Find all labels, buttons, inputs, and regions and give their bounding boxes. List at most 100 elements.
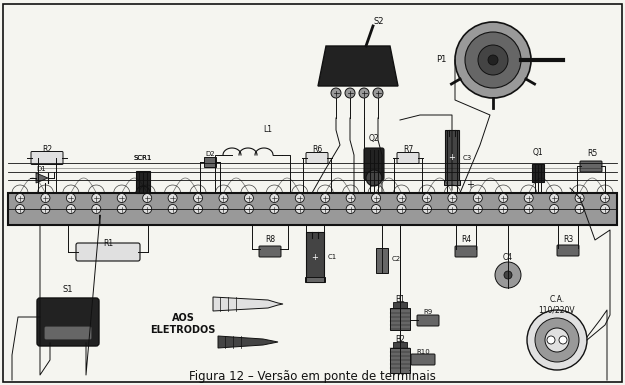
Circle shape xyxy=(66,204,76,214)
Bar xyxy=(305,277,325,282)
Text: ELETRODOS: ELETRODOS xyxy=(151,325,216,335)
Circle shape xyxy=(495,262,521,288)
Circle shape xyxy=(270,194,279,203)
Bar xyxy=(393,342,407,348)
Text: +: + xyxy=(449,153,456,162)
FancyBboxPatch shape xyxy=(580,161,602,172)
Text: C3: C3 xyxy=(463,154,472,161)
Circle shape xyxy=(331,88,341,98)
Circle shape xyxy=(346,194,355,203)
Circle shape xyxy=(397,204,406,214)
Text: C2: C2 xyxy=(392,256,401,262)
Bar xyxy=(306,232,324,282)
Circle shape xyxy=(359,88,369,98)
Circle shape xyxy=(549,194,559,203)
Circle shape xyxy=(295,204,304,214)
FancyBboxPatch shape xyxy=(397,152,419,164)
Circle shape xyxy=(16,194,24,203)
Circle shape xyxy=(575,204,584,214)
Text: SCR1: SCR1 xyxy=(134,155,152,161)
Bar xyxy=(204,157,216,167)
Text: R4: R4 xyxy=(461,236,471,244)
Circle shape xyxy=(92,194,101,203)
Text: S1: S1 xyxy=(62,286,73,295)
Circle shape xyxy=(372,204,381,214)
Text: C.A.: C.A. xyxy=(549,296,564,305)
Text: R5: R5 xyxy=(587,149,597,159)
Circle shape xyxy=(499,194,508,203)
Circle shape xyxy=(601,194,609,203)
Circle shape xyxy=(465,32,521,88)
Text: R9: R9 xyxy=(423,309,432,315)
Circle shape xyxy=(524,204,533,214)
Bar xyxy=(8,193,617,225)
Text: S2: S2 xyxy=(373,17,384,25)
Circle shape xyxy=(321,204,330,214)
Circle shape xyxy=(168,204,177,214)
Circle shape xyxy=(527,310,587,370)
Circle shape xyxy=(345,88,355,98)
Circle shape xyxy=(478,45,508,75)
Circle shape xyxy=(270,204,279,214)
Circle shape xyxy=(142,204,152,214)
FancyBboxPatch shape xyxy=(417,315,439,326)
Circle shape xyxy=(397,194,406,203)
Circle shape xyxy=(473,194,482,203)
Circle shape xyxy=(524,194,533,203)
Circle shape xyxy=(142,194,152,203)
FancyBboxPatch shape xyxy=(259,246,281,257)
Bar xyxy=(445,130,459,185)
Circle shape xyxy=(601,204,609,214)
FancyBboxPatch shape xyxy=(455,246,477,257)
Text: C4: C4 xyxy=(503,253,513,261)
Text: R3: R3 xyxy=(563,234,573,243)
Circle shape xyxy=(499,204,508,214)
Circle shape xyxy=(448,204,457,214)
FancyBboxPatch shape xyxy=(306,152,328,164)
FancyBboxPatch shape xyxy=(557,245,579,256)
Circle shape xyxy=(373,88,383,98)
Circle shape xyxy=(575,194,584,203)
Text: D1: D1 xyxy=(36,166,46,172)
Polygon shape xyxy=(36,173,48,183)
Circle shape xyxy=(295,194,304,203)
Circle shape xyxy=(244,204,253,214)
Wedge shape xyxy=(136,186,150,193)
Circle shape xyxy=(346,204,355,214)
Circle shape xyxy=(41,194,50,203)
Circle shape xyxy=(488,55,498,65)
Circle shape xyxy=(535,318,579,362)
Bar xyxy=(444,180,460,185)
Circle shape xyxy=(422,204,431,214)
Text: D2: D2 xyxy=(205,151,215,157)
Text: 110/220V: 110/220V xyxy=(539,306,576,315)
Circle shape xyxy=(448,194,457,203)
Bar xyxy=(390,348,410,373)
FancyBboxPatch shape xyxy=(45,327,91,339)
Bar xyxy=(393,302,407,308)
Circle shape xyxy=(549,204,559,214)
Circle shape xyxy=(244,194,253,203)
Text: +: + xyxy=(466,180,474,190)
Circle shape xyxy=(118,204,126,214)
Circle shape xyxy=(559,336,567,344)
Circle shape xyxy=(422,194,431,203)
Text: B1: B1 xyxy=(395,296,405,305)
Circle shape xyxy=(66,194,76,203)
Circle shape xyxy=(455,22,531,98)
Text: Q1: Q1 xyxy=(532,149,543,157)
FancyBboxPatch shape xyxy=(31,152,63,164)
Text: C1: C1 xyxy=(328,254,338,260)
Circle shape xyxy=(504,271,512,279)
Polygon shape xyxy=(318,46,398,86)
Bar xyxy=(376,248,388,273)
Circle shape xyxy=(321,194,330,203)
Circle shape xyxy=(219,194,228,203)
Polygon shape xyxy=(213,297,283,311)
Circle shape xyxy=(547,336,555,344)
Bar xyxy=(532,164,544,182)
Circle shape xyxy=(41,204,50,214)
FancyBboxPatch shape xyxy=(37,298,99,346)
Circle shape xyxy=(194,194,202,203)
Bar xyxy=(390,308,410,330)
